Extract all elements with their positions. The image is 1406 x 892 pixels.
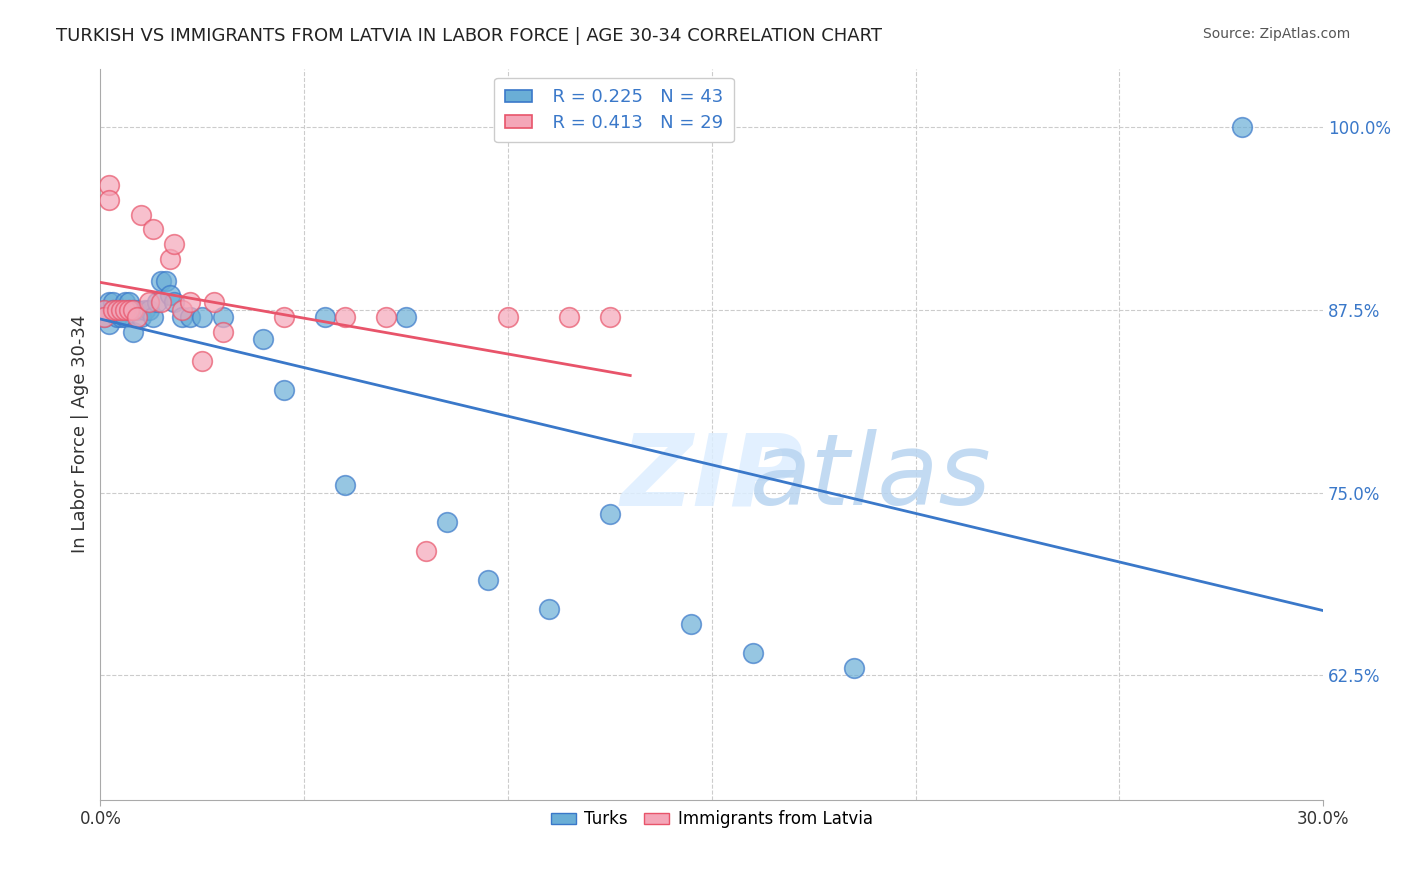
Immigrants from Latvia <box>118 302 141 317</box>
Immigrants from Latvia <box>93 310 115 324</box>
Turks <box>537 602 560 616</box>
Immigrants from Latvia <box>138 295 160 310</box>
Text: ZIP: ZIP <box>620 429 803 526</box>
Turks <box>333 478 356 492</box>
Turks <box>105 302 128 317</box>
Turks <box>118 302 141 317</box>
Immigrants from Latvia <box>599 310 621 324</box>
Immigrants from Latvia <box>142 222 165 236</box>
Turks <box>436 515 458 529</box>
Turks <box>599 508 621 522</box>
Turks <box>844 661 866 675</box>
Text: TURKISH VS IMMIGRANTS FROM LATVIA IN LABOR FORCE | AGE 30-34 CORRELATION CHART: TURKISH VS IMMIGRANTS FROM LATVIA IN LAB… <box>56 27 882 45</box>
Immigrants from Latvia <box>163 236 186 251</box>
Text: atlas: atlas <box>749 429 991 526</box>
Immigrants from Latvia <box>374 310 396 324</box>
Immigrants from Latvia <box>558 310 581 324</box>
Immigrants from Latvia <box>415 544 437 558</box>
Y-axis label: In Labor Force | Age 30-34: In Labor Force | Age 30-34 <box>72 315 89 553</box>
Turks <box>314 310 336 324</box>
Turks <box>110 302 132 317</box>
Turks <box>122 325 145 339</box>
Turks <box>93 302 115 317</box>
Immigrants from Latvia <box>179 295 201 310</box>
Legend: Turks, Immigrants from Latvia: Turks, Immigrants from Latvia <box>544 804 879 835</box>
Immigrants from Latvia <box>97 178 120 193</box>
Turks <box>97 318 120 332</box>
Turks <box>97 295 120 310</box>
Immigrants from Latvia <box>150 295 173 310</box>
Immigrants from Latvia <box>105 302 128 317</box>
Turks <box>170 310 193 324</box>
Immigrants from Latvia <box>333 310 356 324</box>
Immigrants from Latvia <box>211 325 233 339</box>
Immigrants from Latvia <box>97 193 120 207</box>
Immigrants from Latvia <box>170 302 193 317</box>
Immigrants from Latvia <box>159 252 181 266</box>
Immigrants from Latvia <box>114 302 136 317</box>
Turks <box>1230 120 1253 134</box>
Turks <box>681 617 703 632</box>
Immigrants from Latvia <box>191 354 214 368</box>
Immigrants from Latvia <box>496 310 519 324</box>
Turks <box>179 310 201 324</box>
Turks <box>138 302 160 317</box>
Turks <box>125 302 148 317</box>
Turks <box>93 310 115 324</box>
Turks <box>155 273 177 287</box>
Turks <box>110 310 132 324</box>
Turks <box>101 295 124 310</box>
Immigrants from Latvia <box>204 295 226 310</box>
Turks <box>252 332 274 346</box>
Immigrants from Latvia <box>125 310 148 324</box>
Turks <box>118 295 141 310</box>
Immigrants from Latvia <box>129 208 152 222</box>
Turks <box>101 302 124 317</box>
Turks <box>211 310 233 324</box>
Turks <box>159 288 181 302</box>
Turks <box>191 310 214 324</box>
Immigrants from Latvia <box>93 302 115 317</box>
Immigrants from Latvia <box>122 302 145 317</box>
Turks <box>114 310 136 324</box>
Turks <box>395 310 418 324</box>
Turks <box>150 273 173 287</box>
Immigrants from Latvia <box>110 302 132 317</box>
Turks <box>114 295 136 310</box>
Turks <box>134 302 156 317</box>
Immigrants from Latvia <box>101 302 124 317</box>
Turks <box>146 295 169 310</box>
Turks <box>477 573 499 587</box>
Turks <box>122 302 145 317</box>
Turks <box>741 646 763 660</box>
Immigrants from Latvia <box>273 310 295 324</box>
Turks <box>105 310 128 324</box>
Turks <box>142 310 165 324</box>
Turks <box>129 310 152 324</box>
Text: Source: ZipAtlas.com: Source: ZipAtlas.com <box>1202 27 1350 41</box>
Turks <box>163 295 186 310</box>
Turks <box>273 383 295 397</box>
